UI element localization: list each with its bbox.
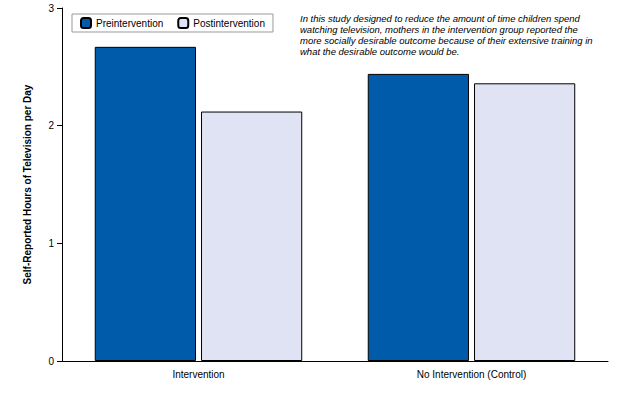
svg-text:1: 1 xyxy=(48,238,54,249)
svg-text:Preintervention: Preintervention xyxy=(96,18,163,29)
svg-text:Self-Reported Hours of Televis: Self-Reported Hours of Television per Da… xyxy=(22,84,33,284)
svg-text:what the desirable outcome wou: what the desirable outcome would be. xyxy=(300,46,460,57)
svg-text:more socially desirable outcom: more socially desirable outcome because … xyxy=(300,35,595,46)
svg-text:3: 3 xyxy=(48,3,54,14)
svg-text:Intervention: Intervention xyxy=(172,369,224,380)
svg-text:0: 0 xyxy=(48,356,54,367)
svg-text:Postintervention: Postintervention xyxy=(193,18,265,29)
svg-text:watching television, mothers i: watching television, mothers in the inte… xyxy=(300,24,580,35)
svg-text:No Intervention (Control): No Intervention (Control) xyxy=(417,369,527,380)
svg-text:In this study designed to redu: In this study designed to reduce the amo… xyxy=(300,13,583,24)
svg-text:2: 2 xyxy=(48,120,54,131)
